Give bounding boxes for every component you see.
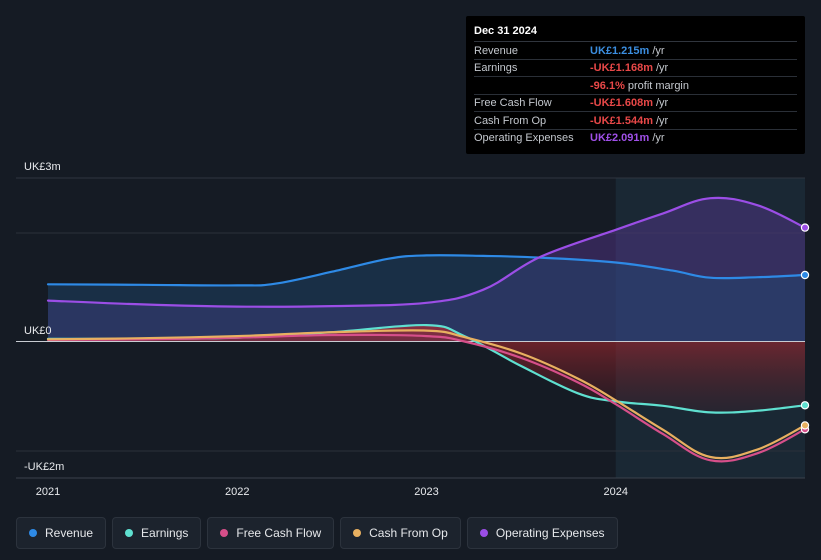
tooltip-row-value: -UK£1.544m (590, 114, 653, 127)
line-revenue (46, 254, 807, 287)
tooltip-row-unit: profit margin (627, 79, 689, 92)
x-axis-ticks: 2021 2022 2023 2024 (36, 486, 628, 498)
legend-item-revenue[interactable]: Revenue (16, 517, 107, 549)
tooltip-row-value: UK£2.091m (590, 132, 650, 144)
legend-label: Revenue (45, 526, 94, 540)
x-tick-label: 2024 (604, 486, 628, 498)
legend-item-operating-expenses[interactable]: Operating Expenses (466, 517, 618, 549)
line-operating-expenses (46, 196, 807, 308)
chart-legend: Revenue Earnings Free Cash Flow Cash From O… (16, 517, 618, 549)
tooltip-row: Operating Expenses UK£2.091m/yr (474, 130, 797, 146)
tooltip-rows: Revenue UK£1.215m/yr Earnings -UK£1.168m/yr… (474, 43, 797, 147)
series-lines (46, 196, 807, 463)
tooltip-row-value: -UK£1.168m (590, 62, 653, 74)
forecast-region (615, 178, 805, 478)
y-axis-label-top: UK£3m (24, 161, 61, 173)
y-axis-label-zero: UK£0 (24, 325, 52, 337)
area-operating-expenses (48, 197, 805, 342)
legend-item-cash-from-op[interactable]: Cash From Op (340, 517, 461, 549)
line-cash-from-op (46, 329, 807, 460)
tooltip-row-unit: /yr (652, 132, 665, 144)
tooltip-row: -96.1% profit margin (474, 78, 797, 95)
data-tooltip: Dec 31 2024 Revenue UK£1.215m/yr Earnings -… (466, 16, 805, 154)
legend-label: Operating Expenses (495, 526, 605, 540)
tooltip-row: Free Cash Flow -UK£1.608m/yr (474, 95, 797, 112)
tooltip-row-unit: /yr (655, 62, 669, 74)
legend-dot-icon (220, 529, 229, 537)
y-axis-label-bottom: -UK£2m (24, 461, 64, 473)
legend-label: Free Cash Flow (236, 526, 322, 540)
tooltip-row-unit: /yr (655, 114, 669, 127)
tooltip-row-unit: /yr (655, 97, 669, 109)
tooltip-row-label: Operating Expenses (474, 132, 574, 144)
x-tick-label: 2022 (225, 486, 249, 498)
tooltip-row: Revenue UK£1.215m/yr (474, 43, 797, 60)
x-tick-label: 2021 (36, 486, 60, 498)
series-end-markers (800, 223, 810, 434)
tooltip-row: Cash From Op -UK£1.544m/yr (474, 113, 797, 130)
tooltip-row-label: Revenue (474, 44, 519, 57)
tooltip-row-value: -UK£1.608m (590, 97, 653, 109)
tooltip-row-label: Cash From Op (474, 114, 547, 127)
tooltip-row-label: Earnings (474, 62, 518, 74)
tooltip-row: Earnings -UK£1.168m/yr (474, 60, 797, 77)
end-marker-cash-from-op (800, 421, 810, 430)
end-marker-earnings (800, 401, 810, 410)
tooltip-row-label: Free Cash Flow (474, 97, 552, 109)
end-marker-operating-expenses (800, 223, 810, 232)
line-free-cash-flow (46, 333, 807, 463)
area-revenue (48, 255, 805, 342)
legend-dot-icon (125, 529, 134, 537)
legend-item-free-cash-flow[interactable]: Free Cash Flow (207, 517, 335, 549)
legend-dot-icon (479, 529, 488, 537)
legend-label: Earnings (141, 526, 189, 540)
area-earnings (48, 325, 805, 413)
legend-label: Cash From Op (369, 526, 448, 540)
legend-dot-icon (353, 529, 362, 537)
tooltip-row-unit: /yr (652, 44, 665, 57)
tooltip-date: Dec 31 2024 (474, 24, 797, 42)
x-tick-label: 2023 (414, 486, 438, 498)
tooltip-row-value: -96.1% (590, 79, 625, 92)
series-areas (48, 197, 805, 413)
tooltip-row-value: UK£1.215m (590, 44, 650, 57)
tooltip-row-label (474, 78, 590, 94)
legend-dot-icon (29, 529, 37, 537)
end-marker-revenue (800, 270, 810, 280)
legend-item-earnings[interactable]: Earnings (112, 517, 202, 549)
